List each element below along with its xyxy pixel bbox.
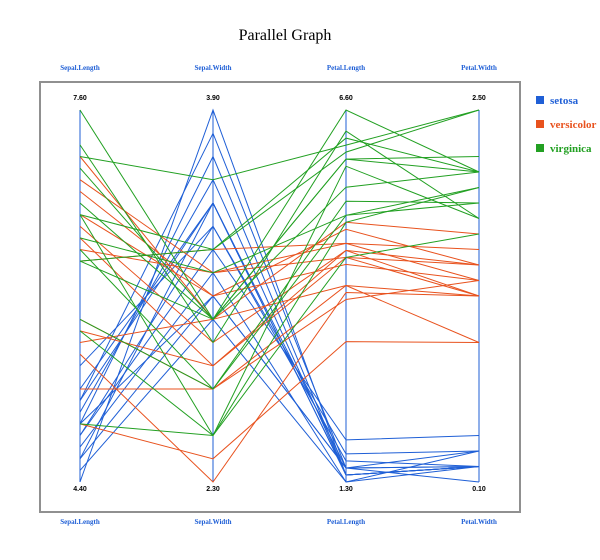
data-line-virginica: [79, 200, 480, 390]
data-line-versicolor: [80, 280, 480, 390]
tick-min-sepal-width: 2.30: [206, 486, 220, 493]
data-line-virginica: [79, 202, 480, 390]
data-line-versicolor: [79, 156, 480, 320]
legend-swatch-virginica: [536, 144, 544, 152]
lines-layer: [79, 108, 480, 483]
data-line-virginica: [79, 137, 480, 251]
axis-name-bottom-petal-length: Petal.Length: [327, 518, 365, 526]
legend-label-virginica: virginica: [550, 143, 592, 155]
data-line-virginica: [79, 130, 480, 344]
data-line-versicolor: [79, 237, 480, 367]
legend-label-versicolor: versicolor: [550, 119, 597, 131]
data-line-versicolor: [79, 291, 480, 483]
legend-swatch-versicolor: [536, 120, 544, 128]
tick-max-sepal-length: 7.60: [73, 95, 87, 102]
tick-min-petal-length: 1.30: [339, 486, 353, 493]
data-line-virginica: [79, 187, 480, 437]
plot-frame: [39, 81, 521, 513]
data-line-setosa: [79, 202, 480, 469]
data-line-virginica: [79, 109, 480, 321]
data-line-virginica: [79, 109, 480, 181]
data-line-setosa: [79, 295, 480, 469]
tick-min-petal-width: 0.10: [472, 486, 486, 493]
data-line-virginica: [79, 165, 480, 437]
tick-max-sepal-width: 3.90: [206, 95, 220, 102]
legend-swatch-setosa: [536, 96, 544, 104]
tick-max-petal-length: 6.60: [339, 95, 353, 102]
data-line-versicolor: [79, 225, 480, 344]
data-line-virginica: [79, 156, 480, 320]
axis-name-bottom-petal-width: Petal.Width: [461, 518, 497, 526]
labels-layer: Sepal.Length Sepal.Length 7.60 4.40 Sepal.Wi…: [60, 64, 497, 526]
chart-title: Parallel Graph: [239, 27, 332, 44]
axis-name-bottom-sepal-width: Sepal.Width: [194, 518, 231, 526]
axis-name-bottom-sepal-length: Sepal.Length: [60, 518, 100, 526]
data-line-virginica: [79, 233, 480, 437]
tick-min-sepal-length: 4.40: [73, 486, 87, 493]
data-line-setosa: [79, 178, 480, 476]
data-line-virginica: [79, 187, 480, 274]
data-line-versicolor: [79, 179, 480, 281]
legend: setosa versicolor virginica: [536, 95, 597, 155]
axis-name-top-petal-length: Petal.Length: [327, 64, 365, 72]
tick-max-petal-width: 2.50: [472, 95, 486, 102]
axis-name-top-petal-width: Petal.Width: [461, 64, 497, 72]
axis-name-top-sepal-length: Sepal.Length: [60, 64, 100, 72]
legend-label-setosa: setosa: [550, 95, 579, 107]
data-line-virginica: [79, 171, 480, 320]
data-line-versicolor: [79, 341, 480, 460]
axis-name-top-sepal-width: Sepal.Width: [194, 64, 231, 72]
data-line-versicolor: [79, 256, 480, 367]
